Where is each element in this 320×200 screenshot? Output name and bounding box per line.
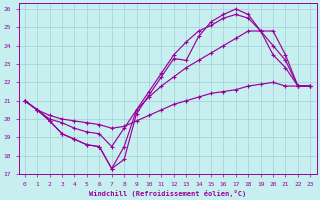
X-axis label: Windchill (Refroidissement éolien,°C): Windchill (Refroidissement éolien,°C)	[89, 190, 246, 197]
